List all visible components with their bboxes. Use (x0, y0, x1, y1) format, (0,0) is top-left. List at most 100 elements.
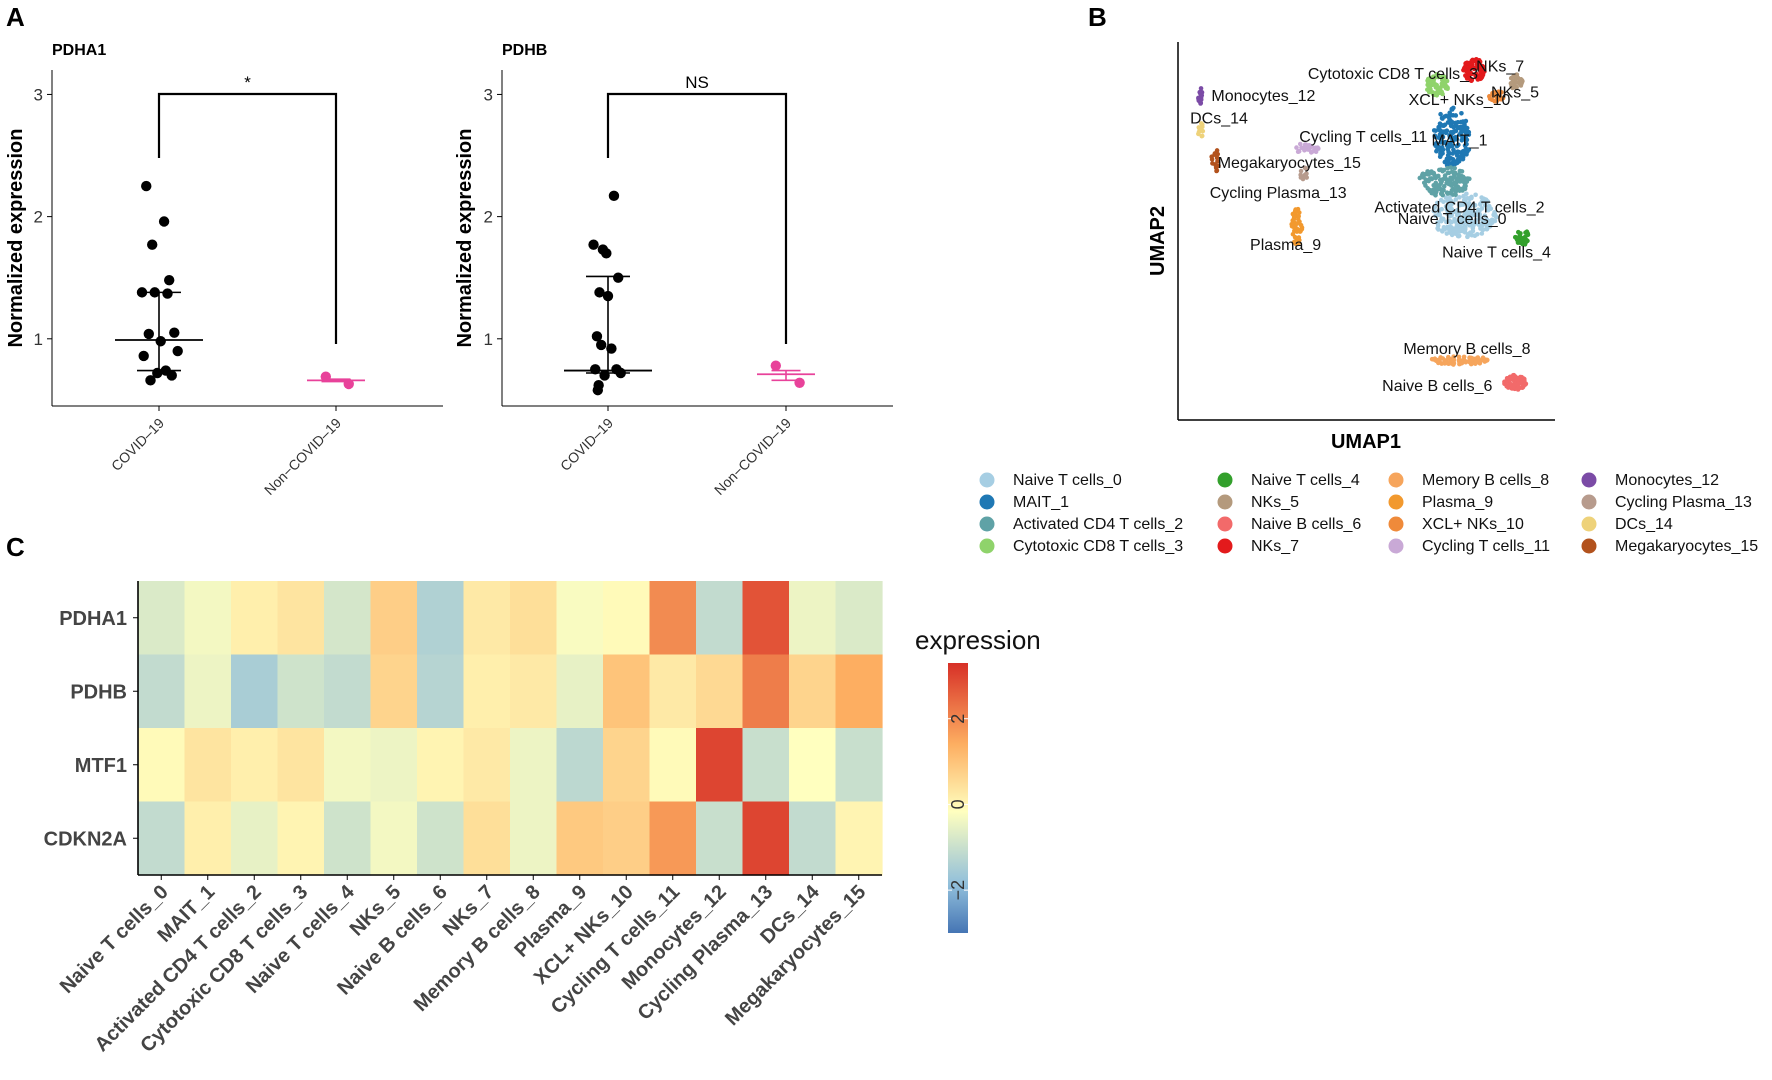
umap-point (1196, 129, 1202, 135)
umap-point (1445, 191, 1451, 196)
umap-point (1433, 175, 1439, 181)
umap-point (1451, 136, 1457, 141)
umap-point (1438, 140, 1444, 145)
y-tick-label: 3 (484, 85, 493, 104)
umap-point (1463, 135, 1469, 140)
heatmap-cell (696, 581, 744, 656)
umap-cluster-label: Memory B cells_8 (1403, 341, 1530, 358)
umap-point (1480, 64, 1486, 69)
umap-point (1459, 176, 1465, 181)
umap-cluster-label: NKs_7 (1476, 58, 1524, 75)
umap-point (1298, 168, 1304, 174)
umap-point (1516, 235, 1521, 241)
y-tick-label: 2 (34, 208, 43, 227)
umap-point (1429, 169, 1434, 174)
data-point (602, 290, 614, 302)
umap-cluster-13 (1298, 165, 1309, 182)
data-point (172, 345, 183, 357)
umap-point (1302, 174, 1307, 179)
legend-item: NKs_7 (1217, 538, 1299, 555)
umap-point (1431, 128, 1437, 133)
data-point (152, 367, 163, 379)
umap-point (1473, 192, 1478, 198)
umap-point (1441, 74, 1447, 79)
umap-point (1456, 172, 1461, 178)
umap-point (1459, 134, 1465, 139)
x-tick-label: Non−COVID–19 (711, 415, 794, 498)
umap-point (1480, 357, 1485, 363)
colorbar-title: expression (915, 625, 1041, 655)
umap-cluster-10 (1486, 89, 1506, 104)
data-point (162, 288, 173, 299)
data-point (136, 287, 148, 298)
umap-point (1436, 227, 1441, 232)
umap-point (1296, 235, 1302, 241)
legend-swatch (979, 472, 995, 488)
umap-point (1198, 121, 1204, 126)
umap-point (1513, 75, 1518, 80)
umap-point (1482, 213, 1488, 218)
umap-point (1431, 191, 1436, 196)
umap-point (1434, 148, 1439, 154)
umap-point (1450, 151, 1456, 156)
umap-point (1441, 224, 1447, 230)
colorbar: expression −2 0 2 (915, 625, 1041, 933)
umap-point (1450, 156, 1456, 162)
umap-point (1508, 384, 1514, 390)
umap-point (1313, 149, 1319, 155)
umap-point (1445, 354, 1451, 360)
umap-point (1467, 230, 1473, 235)
legend-label: Naive B cells_6 (1251, 516, 1361, 533)
umap-point (1308, 144, 1313, 149)
umap-point (1461, 128, 1467, 133)
umap-cluster-3 (1425, 72, 1450, 98)
legend-item: Memory B cells_8 (1388, 472, 1549, 489)
umap-point (1475, 207, 1481, 213)
legend-swatch (1388, 516, 1404, 532)
umap-cluster-label: Cycling Plasma_13 (1210, 185, 1347, 202)
y-axis-title: Normalized expression (5, 129, 27, 348)
umap-point (1453, 192, 1458, 198)
umap-point (1425, 87, 1430, 92)
panel-letter-c: C (6, 532, 25, 562)
umap-point (1463, 73, 1468, 78)
legend-label: Cycling Plasma_13 (1615, 494, 1752, 511)
umap-cluster-1 (1431, 105, 1472, 169)
data-point (591, 331, 603, 342)
umap-point (1452, 175, 1458, 180)
legend-item: DCs_14 (1581, 516, 1673, 533)
umap-point (1457, 214, 1463, 220)
umap-point (1481, 68, 1486, 74)
dotplot-pdha1: PDHA1 Normalized expression 1 2 3 COVID–19 Non… (5, 42, 443, 498)
umap-point (1434, 200, 1440, 206)
umap-point (1469, 195, 1474, 201)
umap-point (1454, 153, 1460, 158)
umap-point (1464, 191, 1469, 197)
umap-point (1440, 78, 1446, 83)
umap-point (1439, 206, 1444, 212)
umap-point (1461, 354, 1467, 360)
heatmap-cell (231, 654, 279, 729)
umap-point (1453, 128, 1459, 134)
umap-point (1453, 120, 1459, 126)
umap-point (1459, 187, 1465, 193)
umap-point (1432, 204, 1438, 210)
umap-point (1441, 216, 1446, 222)
umap-point (1516, 229, 1521, 235)
umap-point (1439, 145, 1445, 150)
umap-point (1422, 180, 1428, 185)
x-tick-label: Non−COVID–19 (261, 415, 344, 498)
heatmap-cell (324, 581, 372, 656)
umap-point (1517, 81, 1523, 87)
heatmap-cell (324, 728, 372, 803)
umap-point (1486, 205, 1492, 210)
umap-cluster-8 (1429, 354, 1490, 367)
umap-point (1448, 132, 1453, 138)
legend-swatch (1217, 538, 1233, 554)
umap-point (1458, 221, 1464, 227)
y-tick-label: 3 (34, 85, 43, 104)
umap-point (1439, 189, 1445, 195)
umap-point (1215, 158, 1220, 164)
x-tick-label: COVID–19 (108, 415, 167, 474)
heatmap-cell (324, 801, 372, 876)
